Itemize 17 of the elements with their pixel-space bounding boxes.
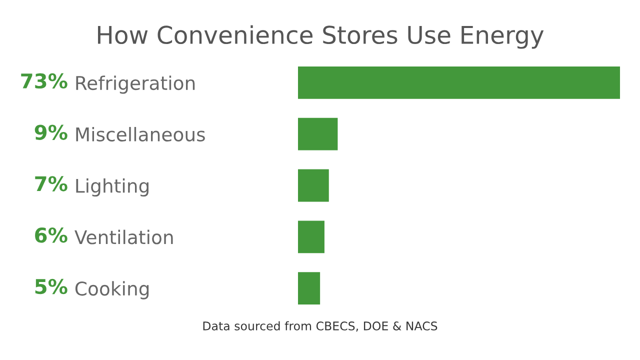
bar — [298, 66, 620, 99]
y-tick-label: Lighting — [76, 178, 148, 197]
data-label: 6% — [35, 228, 68, 243]
bar — [298, 169, 329, 202]
text: Data sourced from CBECS, DOE & NACS — [203, 321, 438, 332]
chart-title: How Convenience Stores Use Energy — [98, 25, 544, 49]
y-tick-label: Refrigeration — [76, 76, 195, 94]
data-label: 73% — [21, 73, 68, 89]
bar — [298, 118, 338, 150]
y-tick-label: Cooking — [75, 281, 149, 300]
y-tick-label: Ventilation — [74, 230, 173, 244]
data-label: 5% — [35, 278, 68, 294]
y-tick-label: Miscellaneous — [76, 126, 205, 142]
bar — [298, 220, 324, 254]
data-label: 7% — [35, 176, 68, 192]
bar — [298, 272, 320, 304]
data-label: 9% — [34, 124, 68, 140]
